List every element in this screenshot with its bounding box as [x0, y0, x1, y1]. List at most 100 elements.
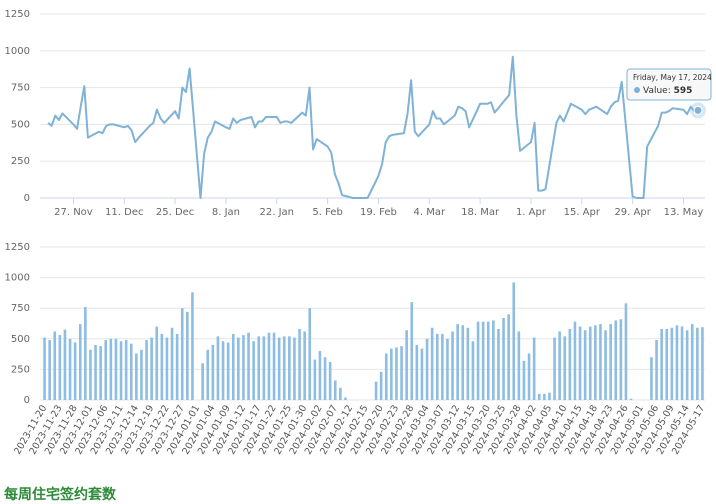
bar: [323, 357, 327, 400]
bar: [231, 333, 235, 400]
bar: [456, 324, 459, 400]
x-tick-label: 15. Apr: [564, 207, 601, 218]
bar: [374, 381, 378, 400]
tooltip-title: Friday, May 17, 2024: [633, 73, 712, 82]
bar: [267, 332, 271, 400]
bar: [140, 349, 143, 400]
line-series: [47, 55, 699, 199]
bar: [517, 331, 521, 400]
bar: [191, 292, 194, 400]
bar: [53, 331, 57, 400]
y-tick-label: 500: [11, 119, 30, 130]
bar: [507, 314, 510, 400]
y-tick-label: 250: [11, 364, 30, 375]
bar: [619, 319, 623, 400]
bar: [180, 308, 184, 400]
bar: [435, 333, 439, 400]
bar: [650, 357, 653, 400]
bar: [109, 338, 113, 400]
bar: [558, 331, 561, 400]
bar: [313, 359, 317, 400]
bar: [446, 338, 449, 400]
bar: [629, 398, 633, 400]
bar: [497, 329, 500, 400]
bar: [451, 331, 454, 400]
x-tick-label: 1. Apr: [516, 207, 547, 218]
bar: [58, 335, 62, 400]
bar: [78, 324, 82, 400]
bar: [288, 336, 291, 400]
bar: [655, 340, 658, 400]
bar: [68, 338, 72, 400]
bar: [252, 341, 255, 400]
bar: [73, 342, 77, 400]
bar: [614, 320, 618, 400]
bar: [690, 324, 694, 400]
bar: [476, 321, 480, 400]
bar: [333, 380, 337, 400]
bar: [680, 326, 684, 400]
bar: [262, 336, 266, 400]
y-tick-label: 0: [24, 193, 30, 204]
bar: [701, 327, 704, 400]
bar: [430, 327, 434, 400]
bar: [609, 324, 612, 400]
bar: [257, 336, 261, 400]
bar: [594, 325, 597, 400]
bar: [583, 330, 587, 400]
tooltip-box: [626, 68, 712, 101]
bar: [624, 303, 628, 400]
x-tick-label: 4. Mar: [413, 207, 445, 218]
x-tick-label: 19. Feb: [360, 207, 397, 218]
bar: [543, 393, 546, 400]
bar: [532, 337, 536, 400]
bar: [481, 321, 485, 400]
bar: [471, 341, 475, 400]
bar: [175, 333, 179, 400]
bar: [527, 353, 531, 400]
bar: [599, 324, 602, 400]
x-tick-label: 5. Feb: [312, 207, 342, 218]
bar: [89, 349, 92, 400]
x-tick-label: 8. Jan: [212, 207, 240, 218]
bar: [165, 337, 169, 400]
x-tick-label: 29. Apr: [614, 207, 651, 218]
tooltip-text: Value: 595: [643, 86, 692, 96]
bar: [384, 353, 388, 400]
bar: [308, 308, 312, 400]
bar: [461, 325, 465, 400]
x-tick-label: 25. Dec: [156, 207, 194, 218]
y-tick-label: 1000: [5, 46, 30, 57]
bar: [277, 337, 281, 400]
bar: [670, 327, 674, 400]
bar: [425, 338, 429, 400]
bar: [522, 360, 526, 400]
tooltip: Friday, May 17, 2024 Value: 595: [626, 68, 712, 101]
bar: [160, 333, 164, 400]
bar: [145, 340, 148, 400]
bar: [696, 327, 699, 400]
bar: [99, 346, 102, 400]
bar: [568, 329, 572, 400]
bar: [298, 329, 301, 400]
bar: [124, 340, 128, 400]
x-tick-label: 27. Nov: [54, 207, 93, 218]
bar: [293, 337, 296, 400]
tooltip-value: 595: [674, 86, 693, 96]
bar: [206, 349, 210, 400]
bar: [43, 337, 46, 400]
bar: [400, 346, 403, 400]
bar: [660, 329, 663, 400]
bar: [410, 302, 414, 400]
bar: [502, 317, 505, 400]
y-tick-label: 1250: [5, 242, 30, 253]
hover-point: [693, 105, 703, 115]
bar: [604, 330, 607, 400]
x-tick-label: 18. Mar: [461, 207, 500, 218]
y-tick-label: 1250: [5, 9, 30, 20]
x-tick-label: 22. Jan: [260, 207, 295, 218]
bar: [486, 321, 490, 400]
bar: [272, 332, 276, 400]
bar: [578, 326, 582, 400]
